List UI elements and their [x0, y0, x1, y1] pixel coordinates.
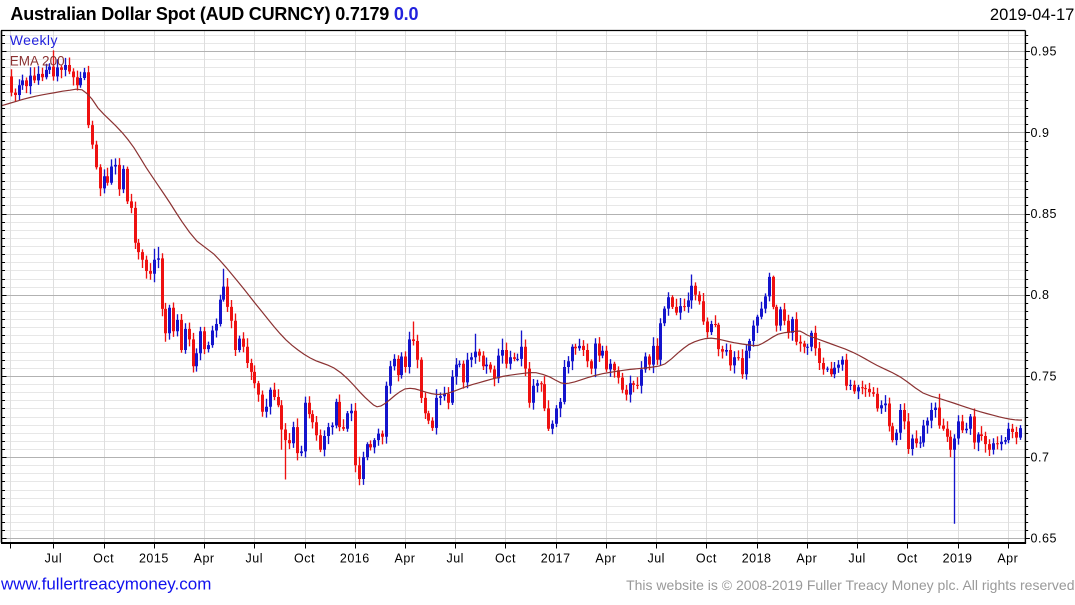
svg-text:Apr: Apr — [796, 552, 817, 566]
svg-text:Australian Dollar Spot (AUD CU: Australian Dollar Spot (AUD CURNCY) 0.71… — [10, 4, 418, 24]
svg-text:Jul: Jul — [446, 552, 463, 566]
svg-text:2019: 2019 — [943, 552, 973, 566]
svg-text:Apr: Apr — [595, 552, 616, 566]
svg-text:0.8: 0.8 — [1031, 288, 1050, 302]
svg-text:0.9: 0.9 — [1031, 126, 1050, 140]
svg-text:Apr: Apr — [395, 552, 416, 566]
svg-text:EMA 200: EMA 200 — [10, 53, 65, 68]
svg-text:0.95: 0.95 — [1031, 45, 1058, 59]
svg-text:2015: 2015 — [139, 552, 169, 566]
svg-text:0.85: 0.85 — [1031, 207, 1058, 221]
svg-text:Oct: Oct — [696, 552, 717, 566]
svg-text:Oct: Oct — [897, 552, 918, 566]
svg-text:Oct: Oct — [294, 552, 315, 566]
svg-text:Jul: Jul — [848, 552, 865, 566]
svg-text:Apr: Apr — [997, 552, 1018, 566]
svg-text:Apr: Apr — [194, 552, 215, 566]
svg-text:0.75: 0.75 — [1031, 369, 1058, 383]
svg-text:Oct: Oct — [495, 552, 516, 566]
svg-text:2019-04-17: 2019-04-17 — [990, 6, 1074, 24]
svg-text:0.65: 0.65 — [1031, 532, 1058, 546]
svg-text:Jul: Jul — [246, 552, 263, 566]
svg-text:2017: 2017 — [541, 552, 571, 566]
svg-text:Jul: Jul — [647, 552, 664, 566]
svg-text:2018: 2018 — [742, 552, 772, 566]
svg-text:Oct: Oct — [93, 552, 114, 566]
svg-text:0.7: 0.7 — [1031, 451, 1050, 465]
svg-text:This website is © 2008-2019 Fu: This website is © 2008-2019 Fuller Treac… — [626, 577, 1074, 593]
svg-text:www.fullertreacymoney.com: www.fullertreacymoney.com — [0, 574, 211, 593]
svg-text:Jul: Jul — [45, 552, 62, 566]
svg-text:Weekly: Weekly — [10, 32, 58, 48]
svg-text:2016: 2016 — [340, 552, 370, 566]
